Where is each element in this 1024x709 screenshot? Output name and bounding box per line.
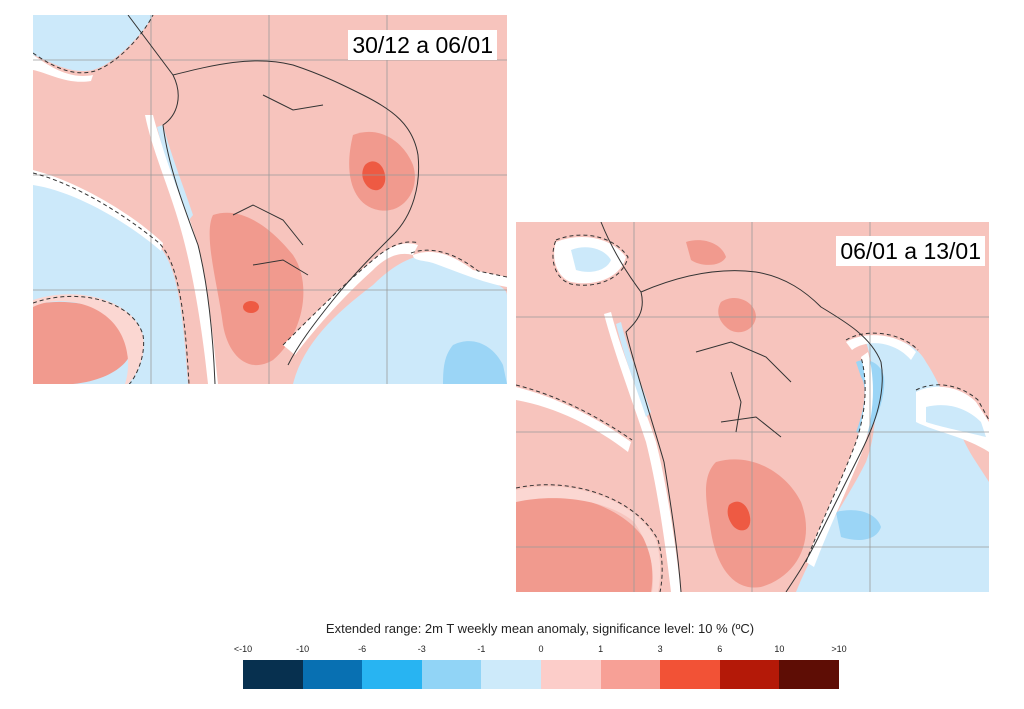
legend-tick-label: 6 — [717, 644, 723, 654]
legend-swatch — [779, 660, 839, 689]
legend-tick-label: >10 — [831, 644, 847, 654]
legend-tick-label: <-10 — [233, 644, 253, 654]
map-2-graphic — [516, 222, 989, 592]
legend-tick-label: -10 — [296, 644, 310, 654]
legend-tick-label: 3 — [657, 644, 663, 654]
legend-tick-label: -1 — [477, 644, 486, 654]
legend-swatch — [660, 660, 720, 689]
color-scale-bar — [243, 660, 839, 689]
legend-swatch — [540, 660, 601, 689]
map-1-graphic — [33, 15, 507, 384]
map-2-period-label: 06/01 a 13/01 — [836, 236, 985, 266]
legend-tick-label: 10 — [774, 644, 785, 654]
legend-swatch — [421, 660, 482, 689]
anomaly-map-week-1: 30/12 a 06/01 — [33, 15, 507, 384]
legend-swatch — [362, 660, 422, 689]
legend-swatch — [243, 660, 303, 689]
legend-swatch — [481, 660, 541, 689]
anomaly-map-week-2: 06/01 a 13/01 — [516, 222, 989, 592]
legend-tick-label: 1 — [598, 644, 604, 654]
legend-swatch — [719, 660, 780, 689]
legend-tick-label: -6 — [358, 644, 367, 654]
legend-tick-label: 0 — [538, 644, 544, 654]
legend-title: Extended range: 2m T weekly mean anomaly… — [325, 621, 755, 636]
legend-tick-label: -3 — [417, 644, 426, 654]
map-1-period-label: 30/12 a 06/01 — [348, 30, 497, 60]
legend-tick-labels: <-10 -10 -6 -3 -1 0 1 3 6 10 >10 — [234, 644, 847, 658]
legend-swatch — [600, 660, 661, 689]
legend-swatch — [302, 660, 363, 689]
